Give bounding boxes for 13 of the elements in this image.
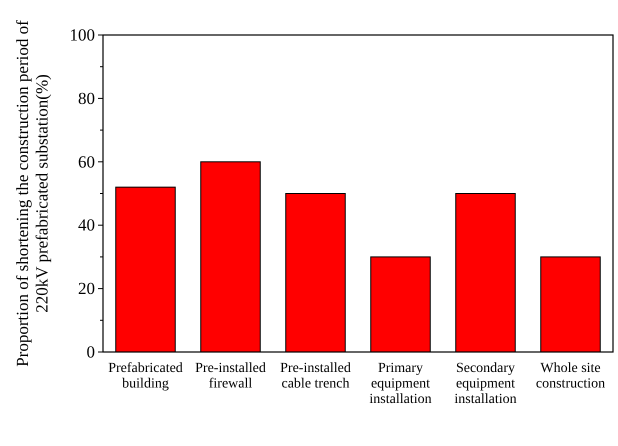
y-tick-label: 100 — [70, 25, 95, 44]
x-tick-label: Secondary equipment installation — [454, 361, 517, 407]
y-tick-label: 20 — [78, 279, 95, 298]
x-tick-label: Pre-installed cable trench — [280, 361, 351, 392]
x-tick-label: Whole site construction — [536, 361, 606, 392]
y-tick-label: 0 — [86, 342, 95, 362]
y-tick-label: 60 — [78, 152, 95, 172]
y-axis-title: Proportion of shortening the construction period of 220kV prefabricated substation(%) — [13, 20, 52, 367]
x-tick-label: Prefabricated building — [108, 361, 183, 392]
y-tick-label: 40 — [78, 216, 95, 235]
x-tick-label: Pre-installed firewall — [195, 361, 266, 392]
x-tick-label: Primary equipment installation — [369, 361, 432, 407]
y-tick-label: 80 — [78, 88, 95, 108]
